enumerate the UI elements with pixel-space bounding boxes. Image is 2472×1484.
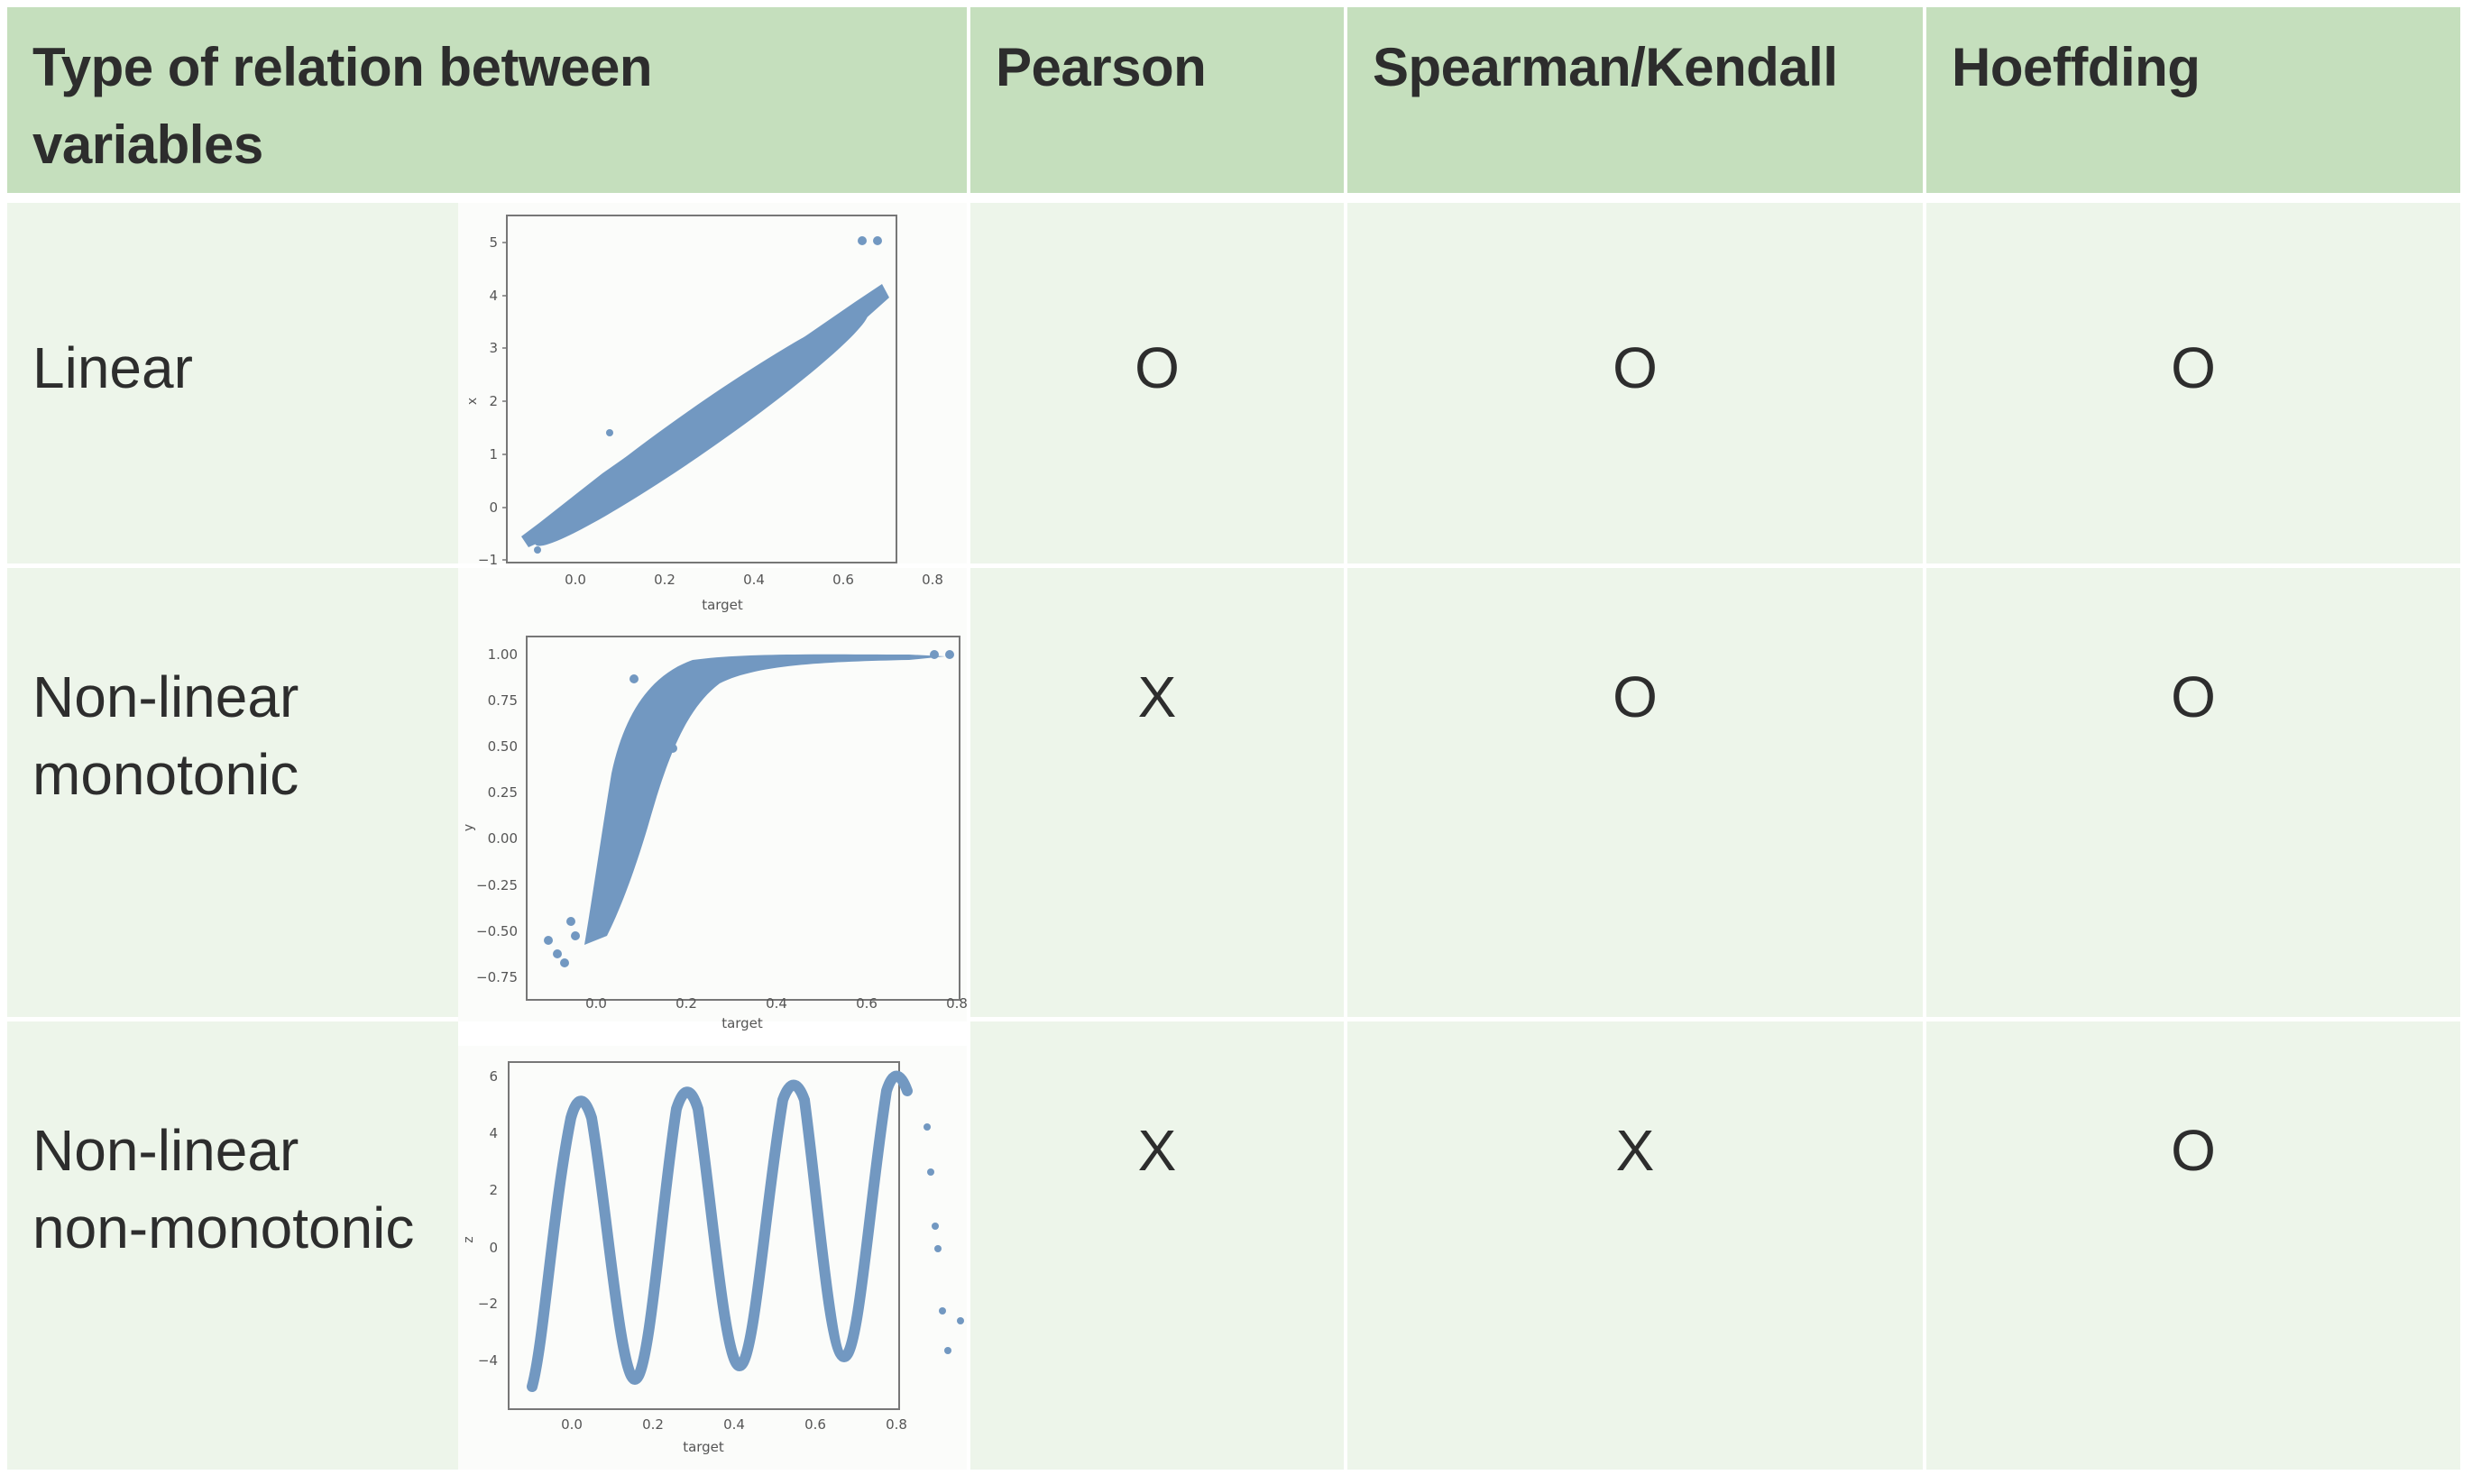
row-nonmonotonic-hoeffding: O xyxy=(1926,1021,2460,1470)
svg-text:−2: −2 xyxy=(478,1296,498,1312)
row-linear-spearman-kendall: O xyxy=(1347,203,1923,563)
svg-text:−0.75: −0.75 xyxy=(476,969,518,985)
pearson-mark: X xyxy=(1137,664,1177,729)
svg-text:0.8: 0.8 xyxy=(886,1416,907,1433)
row-nonmonotonic-spearman-kendall: X xyxy=(1347,1021,1923,1470)
svg-text:0.4: 0.4 xyxy=(743,572,765,588)
header-relation-type-line1: Type of relation between xyxy=(32,37,653,97)
svg-text:z: z xyxy=(462,1236,476,1242)
header-pearson-label: Pearson xyxy=(996,37,1207,97)
monotonic-scatter-plot: 1.00 0.75 0.50 0.25 0.00 −0.25 −0.50 −0.75 y xyxy=(458,620,967,1017)
hoeffding-mark: O xyxy=(2171,1118,2216,1183)
spearman-kendall-mark: X xyxy=(1615,1118,1655,1183)
row-monotonic-hoeffding: O xyxy=(1926,568,2460,1017)
svg-text:0.0: 0.0 xyxy=(561,1416,583,1433)
row-monotonic-label-cell: Non-linear monotonic xyxy=(7,568,458,1017)
header-hoeffding-label: Hoeffding xyxy=(1952,37,2201,97)
svg-text:0.8: 0.8 xyxy=(922,572,943,588)
svg-text:0.0: 0.0 xyxy=(585,995,607,1012)
row-nonmonotonic-label-line2: non-monotonic xyxy=(32,1195,415,1260)
svg-text:4: 4 xyxy=(489,288,498,304)
svg-text:0.50: 0.50 xyxy=(488,738,518,755)
svg-text:x: x xyxy=(465,398,480,405)
svg-text:6: 6 xyxy=(489,1068,498,1085)
svg-text:−0.50: −0.50 xyxy=(476,923,518,939)
svg-text:0.6: 0.6 xyxy=(832,572,854,588)
svg-text:0.6: 0.6 xyxy=(804,1416,826,1433)
monotonic-plot-xaxis-labels: 0.0 0.2 0.4 0.6 0.8 target xyxy=(458,990,968,1035)
svg-text:5: 5 xyxy=(489,234,498,251)
svg-text:target: target xyxy=(683,1439,724,1455)
linear-scatter-plot: 5 4 3 2 1 0 −1 x xyxy=(458,203,967,568)
row-linear-pearson: O xyxy=(970,203,1344,563)
header-hoeffding: Hoeffding xyxy=(1926,7,2460,193)
svg-text:0.4: 0.4 xyxy=(766,995,787,1012)
svg-text:1.00: 1.00 xyxy=(488,646,518,663)
row-nonmonotonic-label-cell: Non-linear non-monotonic xyxy=(7,1021,458,1470)
row-linear-label: Linear xyxy=(32,335,193,400)
svg-text:0: 0 xyxy=(489,499,498,516)
linear-plot-xaxis: 0.0 0.2 0.4 0.6 0.8 target xyxy=(458,568,967,620)
monotonic-scatter-svg: 1.00 0.75 0.50 0.25 0.00 −0.25 −0.50 −0.75 y xyxy=(462,636,960,1001)
svg-text:−1: −1 xyxy=(478,552,498,568)
row-linear-hoeffding: O xyxy=(1926,203,2460,563)
svg-text:3: 3 xyxy=(489,340,498,356)
svg-text:2: 2 xyxy=(489,1182,498,1198)
svg-text:0.75: 0.75 xyxy=(488,692,518,709)
svg-text:target: target xyxy=(721,1015,763,1031)
nonmonotonic-scatter-svg: 6 4 2 0 −2 −4 z 0.0 0.2 0.4 0.6 0.8 target xyxy=(462,1061,964,1455)
header-spearman-kendall-label: Spearman/Kendall xyxy=(1373,37,1838,97)
spearman-kendall-mark: O xyxy=(1613,335,1658,400)
svg-text:1: 1 xyxy=(489,446,498,463)
header-spearman-kendall: Spearman/Kendall xyxy=(1347,7,1923,193)
hoeffding-mark: O xyxy=(2171,335,2216,400)
header-relation-type: Type of relation between variables xyxy=(7,7,967,193)
nonmonotonic-scatter-plot: 6 4 2 0 −2 −4 z 0.0 0.2 0.4 0.6 0.8 target xyxy=(458,1046,967,1470)
svg-text:0.2: 0.2 xyxy=(642,1416,664,1433)
svg-text:4: 4 xyxy=(489,1125,498,1141)
svg-text:0.6: 0.6 xyxy=(856,995,878,1012)
svg-text:0.00: 0.00 xyxy=(488,830,518,847)
row-monotonic-spearman-kendall: O xyxy=(1347,568,1923,1017)
pearson-mark: X xyxy=(1137,1118,1177,1183)
svg-text:0.0: 0.0 xyxy=(565,572,586,588)
svg-text:y: y xyxy=(462,824,476,831)
header-pearson: Pearson xyxy=(970,7,1344,193)
linear-scatter-svg: 5 4 3 2 1 0 −1 x xyxy=(465,215,897,568)
row-monotonic-label-line1: Non-linear xyxy=(32,664,299,729)
svg-text:2: 2 xyxy=(489,393,498,409)
row-monotonic-label-line2: monotonic xyxy=(32,742,299,807)
row-nonmonotonic-pearson: X xyxy=(970,1021,1344,1470)
svg-text:0.25: 0.25 xyxy=(488,784,518,801)
spearman-kendall-mark: O xyxy=(1613,664,1658,729)
header-relation-type-line2: variables xyxy=(32,115,263,175)
svg-text:0.8: 0.8 xyxy=(946,995,967,1012)
row-nonmonotonic-label-line1: Non-linear xyxy=(32,1118,299,1183)
svg-text:0.2: 0.2 xyxy=(675,995,697,1012)
linear-plot-xaxis-svg: 0.0 0.2 0.4 0.6 0.8 target xyxy=(565,572,943,613)
svg-text:0.2: 0.2 xyxy=(654,572,675,588)
row-monotonic-pearson: X xyxy=(970,568,1344,1017)
svg-text:−0.25: −0.25 xyxy=(476,877,518,893)
svg-text:0.4: 0.4 xyxy=(723,1416,745,1433)
svg-text:target: target xyxy=(702,597,743,613)
pearson-mark: O xyxy=(1135,335,1180,400)
monotonic-plot-xaxis xyxy=(458,1017,967,1021)
svg-text:−4: −4 xyxy=(478,1352,498,1369)
row-linear-label-cell: Linear xyxy=(7,203,458,563)
hoeffding-mark: O xyxy=(2171,664,2216,729)
svg-text:0: 0 xyxy=(489,1240,498,1256)
